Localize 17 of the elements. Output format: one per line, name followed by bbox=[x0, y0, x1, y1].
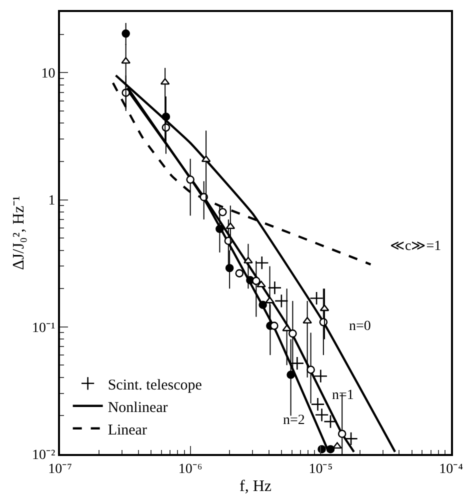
annotation: n=1 bbox=[332, 388, 354, 403]
x-tick-label: 10⁻⁴ bbox=[439, 462, 464, 477]
y-tick-label: 10⁻² bbox=[32, 448, 56, 463]
legend-label: Nonlinear bbox=[108, 400, 168, 416]
y-tick-label: 10 bbox=[41, 66, 56, 82]
annotation: n=0 bbox=[349, 319, 371, 334]
annotation: n=2 bbox=[283, 413, 305, 428]
x-tick-label: 10⁻⁵ bbox=[308, 462, 333, 477]
x-tick-label: 10⁻⁶ bbox=[178, 462, 202, 477]
y-tick-label: 1 bbox=[48, 194, 56, 209]
legend-label: Scint. telescope bbox=[108, 377, 202, 394]
annotation: ≪c≫=1 bbox=[390, 239, 442, 254]
y-axis-title: ΔJ/J₀², Hz⁻¹ bbox=[10, 196, 28, 270]
legend-label: Linear bbox=[108, 422, 147, 438]
x-tick-label: 10⁻⁷ bbox=[48, 462, 72, 477]
x-axis-title: f, Hz bbox=[240, 478, 272, 495]
y-tick-label: 10⁻¹ bbox=[32, 320, 56, 336]
